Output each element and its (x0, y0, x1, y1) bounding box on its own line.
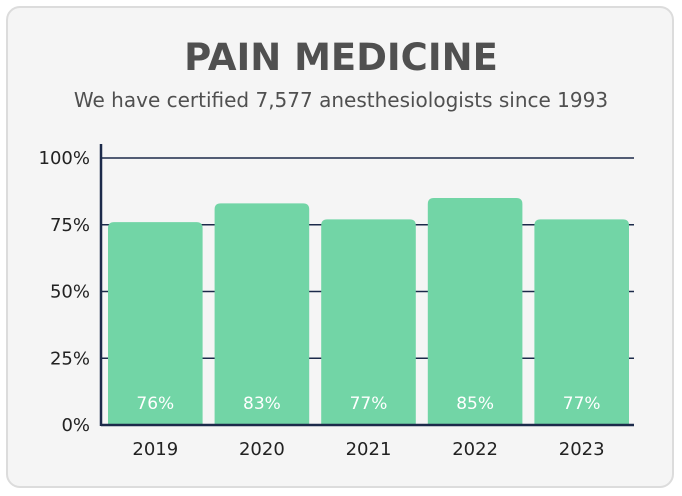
x-tick-label-2021: 2021 (346, 439, 392, 460)
data-label-2021: 77% (350, 394, 388, 414)
bar-2019 (108, 222, 203, 425)
bar-2022 (427, 198, 523, 425)
data-label-2023: 77% (563, 394, 601, 414)
y-tick-label-25: 25% (50, 348, 90, 369)
data-label-2022: 85% (456, 394, 494, 414)
y-tick-label-50: 50% (50, 282, 90, 303)
x-tick-label-2019: 2019 (132, 439, 178, 460)
y-tick-label-0: 0% (61, 415, 90, 436)
data-label-2020: 83% (243, 394, 281, 414)
y-tick-label-100: 100% (39, 148, 90, 169)
y-tick-label-75: 75% (50, 215, 90, 236)
bar-2023 (534, 219, 629, 425)
chart-subtitle: We have certified 7,577 anesthesiologist… (73, 88, 609, 112)
x-tick-label-2023: 2023 (559, 439, 605, 460)
bar-2021 (321, 219, 416, 425)
x-tick-label-2022: 2022 (452, 439, 498, 460)
x-tick-label-2020: 2020 (239, 439, 285, 460)
data-label-2019: 76% (136, 394, 174, 414)
chart-title: PAIN MEDICINE (184, 36, 498, 79)
bar-2020 (214, 203, 310, 425)
